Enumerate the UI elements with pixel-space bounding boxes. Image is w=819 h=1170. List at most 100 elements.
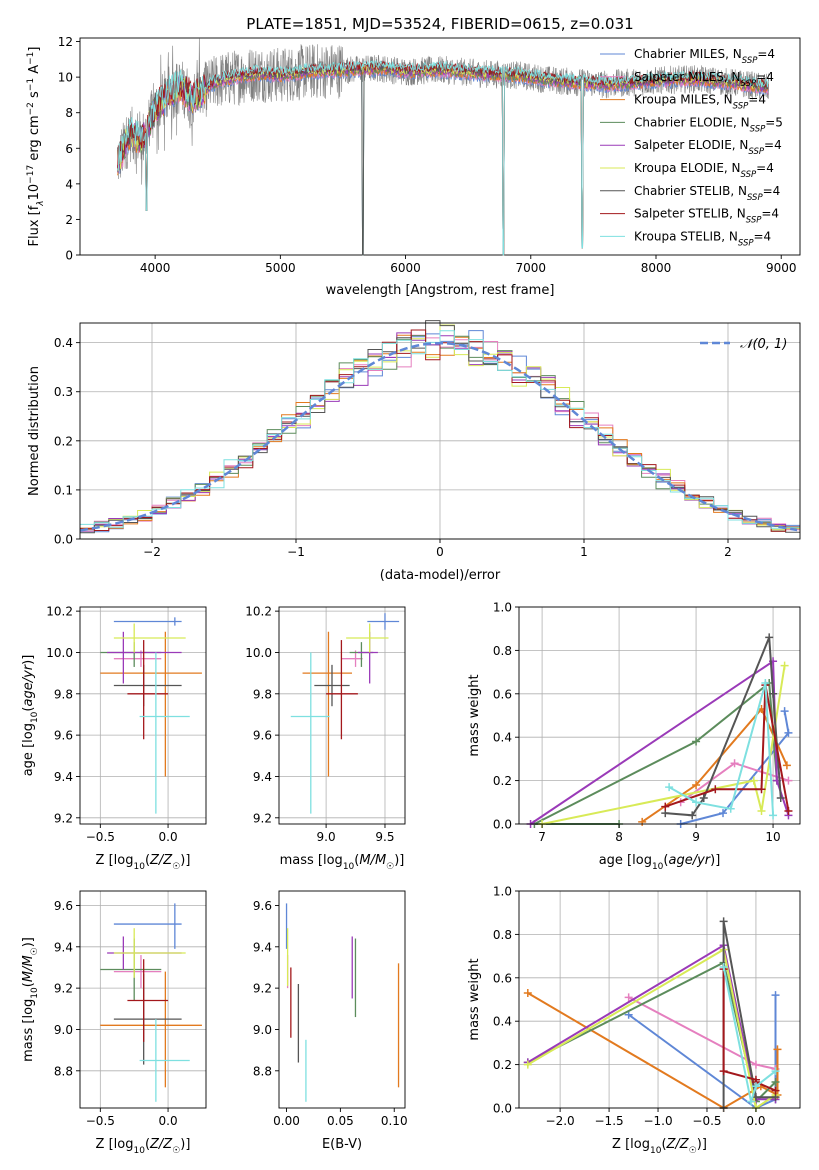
y-tick-label: 9.4	[253, 940, 272, 954]
panel-age-vs-mass: 9.0 9.5 9.2 9.4 9.6 9.8 10.0 10.2 mass [log10(M/…	[245, 605, 406, 872]
errorbar-chabrier-miles	[113, 903, 182, 949]
series-marker	[730, 759, 739, 768]
x-tick-label: 7000	[516, 261, 547, 275]
errorbar-chabrier-stelib	[113, 664, 182, 707]
plot-frame	[79, 37, 801, 256]
x-tick-label: −1	[287, 545, 305, 559]
y-axis-label: mass weight	[467, 674, 482, 756]
series-kroupa-stelib	[719, 962, 780, 1106]
series-marker	[780, 707, 789, 716]
series-marker	[638, 817, 647, 826]
y-tick-label: 0.0	[493, 1102, 512, 1116]
plot-frame	[79, 890, 207, 1109]
errorbar-kroupa-miles	[100, 971, 202, 1088]
y-tick-label: 9.2	[54, 811, 73, 825]
series-marker	[773, 1045, 782, 1054]
series-marker	[771, 991, 780, 1000]
y-tick-label: 0.1	[54, 483, 73, 497]
y-tick-label: 8	[65, 106, 73, 120]
x-tick-label: 2	[724, 545, 732, 559]
x-tick-label: 0.0	[746, 1114, 765, 1128]
x-axis-label: mass [log10(M/M☉)]	[280, 853, 405, 872]
series-marker	[747, 1097, 756, 1106]
series-marker	[784, 776, 793, 785]
y-tick-label: 8.8	[54, 1064, 73, 1078]
y-tick-label: 0.6	[493, 687, 512, 701]
normal-curve	[79, 341, 798, 532]
legend-label: Kroupa MILES, NSSP=4	[634, 93, 766, 112]
y-tick-label: 9.2	[54, 982, 73, 996]
series-marker	[784, 728, 793, 737]
series-marker	[726, 804, 735, 813]
series-line	[628, 995, 777, 1110]
series-marker	[719, 1067, 728, 1076]
x-axis-label: Z [log10(Z/Z☉)]	[96, 853, 191, 872]
series-line	[628, 996, 776, 1070]
series-marker	[523, 988, 532, 997]
grid	[80, 607, 206, 824]
plot-frame	[518, 606, 801, 825]
y-tick-label: 4	[65, 177, 73, 191]
series-marker	[751, 1082, 760, 1091]
y-tick-label: 0.2	[493, 1058, 512, 1072]
y-tick-label: 12	[58, 35, 73, 49]
series-marker	[688, 811, 697, 820]
series-line	[680, 711, 790, 825]
errorbar-chabrier-miles	[113, 617, 182, 626]
series-line	[541, 665, 786, 825]
series-line	[722, 966, 777, 1106]
series-marker	[761, 678, 770, 687]
legend-label: Chabrier ELODIE, NSSP=5	[634, 115, 783, 134]
errorbar-kroupa-stelib	[290, 652, 330, 814]
x-tick-label: 0.05	[327, 1114, 354, 1128]
errorbar-salpeter-miles	[341, 650, 363, 667]
y-tick-label: 0.0	[54, 533, 73, 547]
x-tick-label: 0.00	[273, 1114, 300, 1128]
errorbar-salpeter-miles	[113, 955, 162, 989]
series-marker	[719, 917, 728, 926]
x-tick-label: 7	[538, 830, 546, 844]
y-tick-label: 0.3	[54, 385, 73, 399]
histogram-salpeter-stelib	[80, 329, 800, 532]
errorbar-salpeter-miles	[113, 650, 162, 667]
y-tick-label: 10.0	[46, 646, 73, 660]
series-marker	[711, 785, 720, 794]
series-chabrier-stelib	[719, 917, 780, 1112]
series-marker	[523, 1060, 532, 1069]
series-chabrier-stelib	[661, 633, 785, 820]
y-tick-label: 10.0	[245, 646, 272, 660]
errorbar-salpeter-stelib	[127, 640, 169, 740]
x-tick-label: −2	[143, 545, 161, 559]
legend-label: Salpeter ELODIE, NSSP=4	[634, 138, 782, 157]
series-salpeter-elodie	[526, 657, 793, 828]
errorbar-salpeter-stelib	[127, 959, 169, 1042]
x-tick-label: 9000	[766, 261, 797, 275]
panel-mass-vs-ebv: 0.00 0.05 0.10 8.8 9.0 9.2 9.4 9.6 E(B-V)	[253, 890, 408, 1152]
errorbar-kroupa-miles	[100, 631, 202, 777]
x-tick-label: 1	[580, 545, 588, 559]
series-marker	[692, 780, 701, 789]
grid	[519, 890, 800, 1109]
grid	[279, 607, 405, 824]
y-tick-label: 0.4	[493, 1015, 512, 1029]
x-tick-label: 0.10	[381, 1114, 408, 1128]
series-marker	[719, 962, 728, 971]
y-tick-label: 0	[65, 249, 73, 263]
grid	[80, 891, 206, 1108]
errorbar-chabrier-elodie	[100, 642, 162, 667]
panel-weight-vs-age: 7 8 9 10 0.0 0.2 0.4 0.6 0.8 1.0 age [log10(age/yr…	[467, 601, 801, 872]
spectrum-model-line	[117, 60, 769, 256]
series-marker	[757, 806, 766, 815]
y-tick-label: 9.6	[253, 899, 272, 913]
legend-label: Salpeter STELIB, NSSP=4	[634, 207, 779, 226]
series-marker	[771, 1067, 780, 1076]
x-axis-label: (data-model)/error	[380, 568, 501, 583]
y-axis-label: mass [log10(M/M☉)]	[21, 937, 40, 1062]
series-marker	[769, 811, 778, 820]
y-tick-label: 8.8	[253, 1064, 272, 1078]
plot-frame	[518, 890, 801, 1109]
y-tick-label: 9.4	[54, 770, 73, 784]
y-tick-label: 0.2	[54, 434, 73, 448]
x-axis-label: age [log10(age/yr)]	[599, 853, 721, 872]
